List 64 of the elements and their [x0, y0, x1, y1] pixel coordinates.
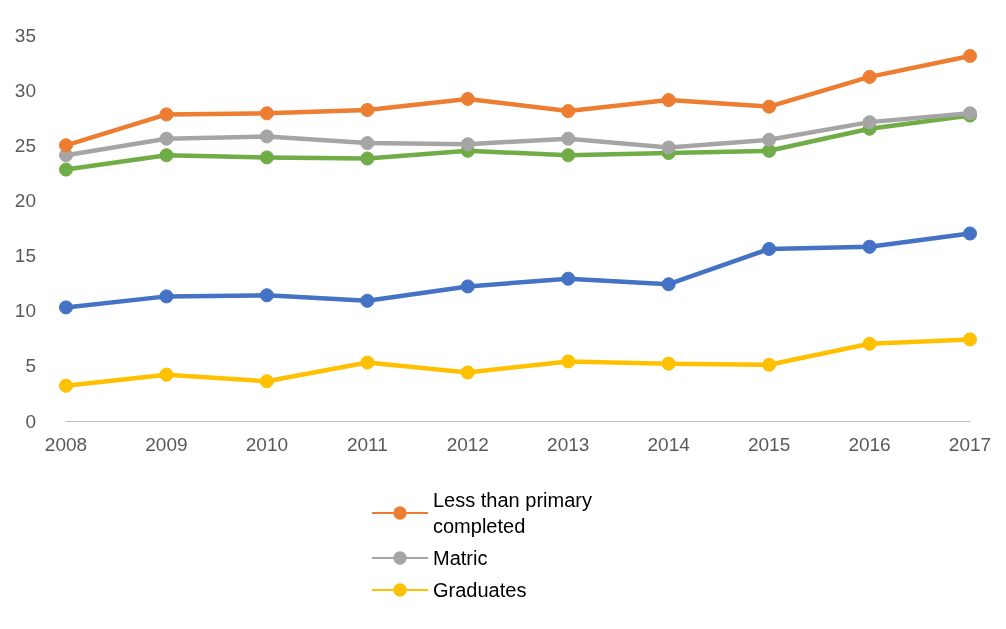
x-tick-label: 2015 — [747, 434, 791, 455]
point — [561, 271, 576, 286]
point — [159, 131, 174, 146]
point — [762, 241, 777, 256]
point — [762, 99, 777, 114]
point — [561, 131, 576, 146]
point — [159, 367, 174, 382]
legend-label: Less than primary completed — [433, 489, 598, 537]
x-tick-label: 2013 — [547, 434, 590, 455]
x-tick-label: 2016 — [848, 434, 891, 455]
point — [862, 69, 877, 84]
legend-label: Matric — [433, 547, 488, 569]
x-tick-label: 2014 — [647, 434, 691, 455]
point — [259, 106, 274, 121]
point — [661, 93, 676, 108]
point — [360, 136, 375, 151]
point — [460, 137, 475, 152]
x-tick-label: 2012 — [446, 434, 489, 455]
x-tick-label: 2009 — [145, 434, 188, 455]
point — [360, 151, 375, 166]
point — [159, 107, 174, 122]
x-tick-label: 2008 — [44, 434, 88, 455]
point — [862, 239, 877, 254]
y-tick-label: 35 — [14, 24, 36, 46]
point — [762, 132, 777, 147]
point — [862, 336, 877, 351]
point — [159, 148, 174, 163]
point — [59, 378, 73, 393]
point — [259, 129, 274, 144]
point — [259, 150, 274, 165]
point — [963, 48, 977, 63]
point — [963, 226, 977, 241]
legend-label: Graduates — [433, 579, 527, 601]
x-tick-label: 2010 — [245, 434, 289, 455]
point — [59, 300, 73, 315]
point — [561, 354, 576, 369]
x-tick-label: 2017 — [948, 434, 992, 455]
y-tick-label: 30 — [14, 79, 36, 101]
point — [159, 289, 174, 304]
y-tick-label: 0 — [25, 410, 36, 432]
y-tick-label: 10 — [14, 300, 36, 322]
point — [661, 356, 676, 371]
point — [661, 277, 676, 292]
x-tick-label: 2011 — [346, 434, 388, 455]
point — [460, 91, 475, 106]
point — [360, 103, 375, 117]
point — [561, 148, 576, 163]
point — [259, 374, 274, 389]
point — [561, 104, 576, 119]
point — [460, 365, 475, 380]
point — [963, 332, 977, 347]
point — [360, 355, 375, 370]
y-tick-label: 20 — [14, 189, 36, 211]
point — [661, 140, 676, 155]
y-tick-label: 5 — [25, 355, 36, 377]
y-tick-label: 15 — [14, 245, 36, 267]
point — [360, 293, 375, 308]
y-tick-label: 25 — [14, 134, 36, 156]
point — [59, 162, 73, 177]
point — [59, 138, 73, 153]
point — [762, 357, 777, 372]
point — [460, 279, 475, 294]
point — [862, 115, 877, 130]
point — [259, 288, 274, 303]
